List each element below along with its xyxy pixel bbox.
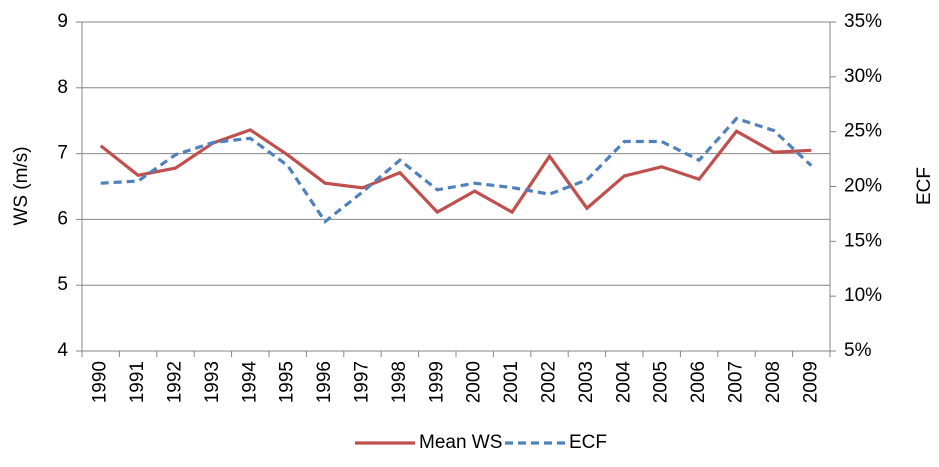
- series-line: [99, 128, 812, 215]
- x-tick-label: 1995: [277, 361, 298, 403]
- x-tick-label: 1991: [127, 361, 148, 403]
- y2-tick-label: 20%: [844, 176, 882, 197]
- y-tick-label: 9: [57, 11, 68, 32]
- y2-tick-label: 30%: [844, 66, 882, 87]
- y-tick-label: 6: [57, 208, 68, 229]
- x-tick-label: 2007: [726, 361, 747, 403]
- x-tick-label: 2005: [651, 361, 672, 403]
- x-tick-label: 1990: [90, 361, 111, 403]
- y-tick-label: 8: [57, 77, 68, 98]
- y-axis-title: WS (m/s): [11, 146, 32, 225]
- y-tick-label: 7: [57, 143, 68, 164]
- x-tick-label: 2008: [763, 361, 784, 403]
- x-tick-label: 2006: [688, 361, 709, 403]
- x-tick-label: 2009: [800, 361, 821, 403]
- x-tick-label: 1996: [314, 361, 335, 403]
- x-tick-label: 2001: [501, 361, 522, 403]
- y2-tick-label: 5%: [844, 340, 872, 361]
- x-tick-label: 1998: [389, 361, 410, 403]
- legend-label: ECF: [569, 432, 607, 453]
- y2-tick-label: 15%: [844, 230, 882, 251]
- x-tick-label: 1994: [239, 361, 260, 404]
- x-tick-label: 2000: [464, 361, 485, 403]
- y-tick-label: 4: [57, 340, 68, 361]
- x-tick-label: 2004: [613, 361, 634, 404]
- x-tick-label: 1997: [352, 361, 373, 403]
- plot-area: [81, 21, 831, 352]
- y2-tick-label: 10%: [844, 285, 882, 306]
- x-tick-label: 1999: [426, 361, 447, 403]
- x-tick-label: 1993: [202, 361, 223, 403]
- y-tick-label: 5: [57, 274, 68, 295]
- y2-axis-title: ECF: [914, 167, 935, 205]
- legend-label: Mean WS: [419, 432, 502, 453]
- x-tick-label: 2003: [576, 361, 597, 403]
- x-tick-label: 2002: [539, 361, 560, 403]
- x-tick-label: 1992: [165, 361, 186, 403]
- y2-tick-label: 25%: [844, 121, 882, 142]
- y2-tick-label: 35%: [844, 11, 882, 32]
